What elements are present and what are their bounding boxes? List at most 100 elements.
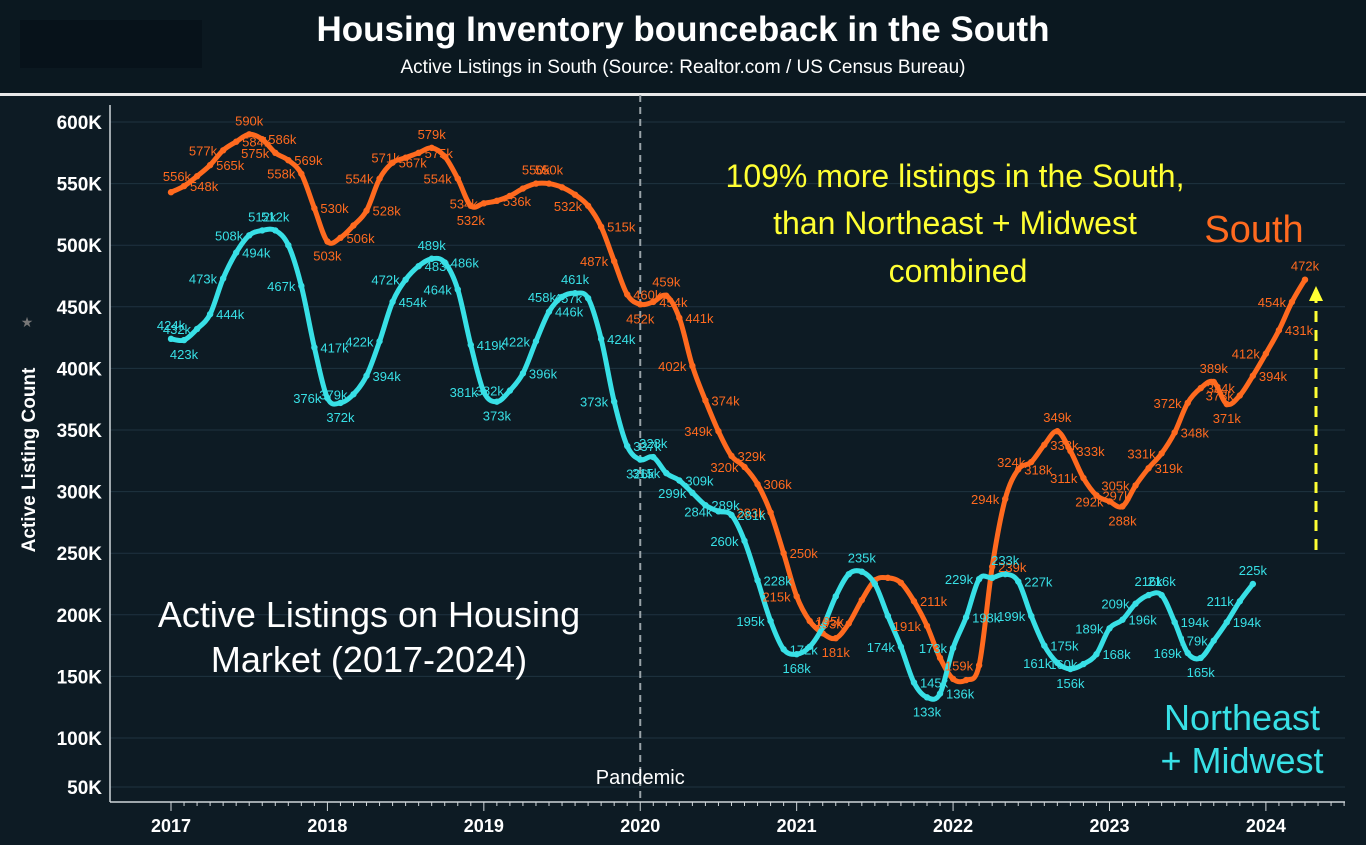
- south-point: [610, 258, 618, 265]
- northeast-midwest-point: [558, 293, 566, 301]
- northeast-midwest-point: [259, 227, 266, 234]
- northeast-midwest-point: [767, 617, 774, 625]
- northeast-midwest-point: [324, 394, 331, 402]
- northeast-midwest-data-label: 168k: [1102, 647, 1131, 662]
- south-point: [545, 180, 553, 187]
- south-point: [506, 192, 514, 200]
- south-point: [454, 175, 461, 182]
- y-tick-label: 500K: [57, 236, 103, 257]
- south-point: [1197, 384, 1204, 392]
- northeast-midwest-data-label: 229k: [945, 572, 974, 587]
- south-data-label: 389k: [1200, 361, 1229, 376]
- south-data-label: 515k: [607, 220, 636, 235]
- northeast-midwest-point: [962, 614, 970, 621]
- northeast-midwest-data-label: 326k: [626, 467, 655, 482]
- northeast-midwest-point: [506, 387, 514, 394]
- northeast-midwest-point: [897, 643, 905, 651]
- south-point: [702, 397, 709, 404]
- x-tick-label: 2023: [1089, 816, 1129, 836]
- northeast-midwest-point: [232, 249, 240, 256]
- northeast-midwest-data-label: 461k: [561, 272, 590, 287]
- south-point: [1132, 482, 1139, 489]
- gridlines: [110, 121, 1345, 788]
- northeast-midwest-point: [1080, 660, 1087, 668]
- northeast-midwest-point: [363, 372, 370, 379]
- south-data-label: 288k: [1108, 513, 1137, 528]
- northeast-midwest-point: [402, 276, 409, 283]
- south-data-label: 338k: [1050, 438, 1079, 453]
- south-data-label: 556k: [163, 169, 192, 184]
- south-point: [780, 550, 787, 557]
- northeast-midwest-point: [298, 282, 305, 290]
- northeast-midwest-point: [1132, 600, 1139, 607]
- south-data-label: 575k: [425, 146, 454, 161]
- northeast-midwest-data-label: 189k: [1075, 621, 1104, 636]
- south-data-label: 532k: [554, 199, 583, 214]
- south-data-label: 454k: [659, 295, 688, 310]
- northeast-midwest-data-label: 494k: [242, 246, 271, 261]
- south-point: [1301, 276, 1309, 283]
- south-point: [206, 161, 214, 169]
- south-data-label: 193k: [815, 616, 844, 631]
- northeast-midwest-point: [806, 643, 813, 651]
- series-label-northeast: Northeast: [1164, 697, 1320, 738]
- northeast-midwest-data-label: 196k: [1129, 613, 1158, 628]
- south-point: [988, 563, 996, 570]
- south-data-label: 181k: [822, 645, 851, 660]
- south-data-label: 532k: [457, 213, 486, 228]
- northeast-midwest-data-label: 458k: [528, 290, 557, 305]
- northeast-midwest-point: [167, 335, 175, 343]
- northeast-midwest-data-label: 315k: [632, 466, 661, 481]
- south-data-label: 394k: [1259, 369, 1288, 384]
- south-point: [415, 149, 422, 156]
- northeast-midwest-point: [1145, 591, 1152, 599]
- northeast-midwest-data-label: 289k: [711, 498, 740, 513]
- south-data-label: 503k: [313, 249, 342, 264]
- northeast-midwest-point: [545, 308, 553, 315]
- northeast-midwest-data-label: 284k: [684, 504, 713, 519]
- northeast-midwest-point: [1002, 570, 1009, 578]
- northeast-midwest-data-label: 394k: [373, 369, 402, 384]
- south-data-label: 371k: [1213, 411, 1242, 426]
- northeast-midwest-data-label: 145k: [920, 676, 949, 691]
- south-data-label: 536k: [503, 194, 532, 209]
- northeast-midwest-point: [884, 612, 892, 620]
- northeast-midwest-point: [389, 298, 396, 306]
- northeast-midwest-data-label: 446k: [555, 305, 584, 320]
- northeast-midwest-point: [910, 679, 918, 686]
- northeast-midwest-data-label: 179k: [1180, 634, 1209, 649]
- south-point: [558, 184, 566, 191]
- northeast-midwest-point: [624, 442, 631, 450]
- northeast-midwest-data-label: 194k: [1233, 615, 1262, 630]
- northeast-midwest-data-label: 454k: [399, 295, 428, 310]
- south-point: [428, 144, 435, 152]
- south-point: [1119, 503, 1126, 510]
- south-point: [676, 314, 683, 322]
- northeast-midwest-point: [988, 574, 996, 582]
- south-data-label: 575k: [241, 146, 270, 161]
- northeast-midwest-point: [1093, 651, 1100, 658]
- northeast-midwest-data-label: 417k: [320, 340, 349, 355]
- northeast-midwest-point: [285, 242, 292, 249]
- northeast-midwest-data-label: 328k: [639, 436, 668, 451]
- south-data-label: 567k: [399, 156, 428, 171]
- x-tick-label: 2024: [1246, 816, 1286, 836]
- y-tick-label: 250K: [57, 544, 103, 565]
- northeast-midwest-data-label: 169k: [1153, 646, 1182, 661]
- northeast-midwest-data-label: 209k: [1101, 597, 1130, 612]
- northeast-midwest-data-label: 195k: [736, 614, 765, 629]
- y-tick-label: 600K: [57, 113, 103, 134]
- northeast-midwest-point: [1067, 665, 1074, 673]
- northeast-midwest-point: [219, 275, 227, 282]
- south-point: [389, 159, 396, 166]
- northeast-midwest-data-label: 199k: [997, 609, 1026, 624]
- south-data-label: 349k: [684, 424, 713, 439]
- south-point: [441, 153, 448, 160]
- south-data-label: 333k: [1076, 444, 1105, 459]
- south-data-label: 569k: [294, 153, 323, 168]
- northeast-midwest-point: [376, 338, 383, 345]
- south-data-label: 384k: [1207, 381, 1236, 396]
- northeast-midwest-point: [650, 453, 657, 461]
- northeast-midwest-point: [584, 294, 592, 302]
- south-data-label: 294k: [971, 492, 1000, 507]
